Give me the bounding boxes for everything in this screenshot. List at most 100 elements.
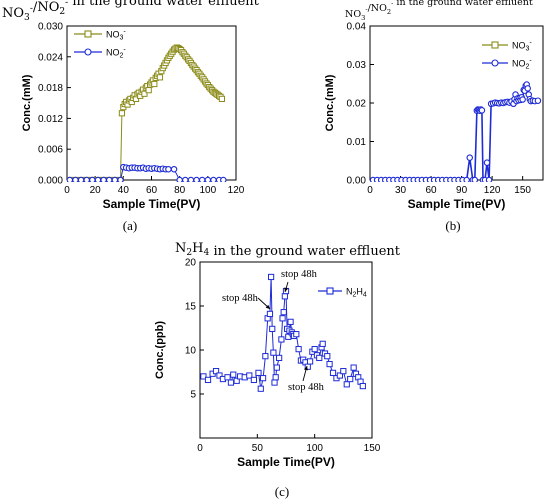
chart-title-a: NO3-/NO2- in the ground water effluent: [2, 0, 260, 23]
y-tick-label-a-2: 0.012: [38, 114, 63, 125]
x-tick-label-a-5: 100: [199, 185, 216, 196]
data-point-a-1-6: [100, 176, 107, 182]
plot-frame-a: [66, 25, 237, 181]
data-point-b-1-32: [478, 107, 486, 114]
x-tick-label-a-2: 40: [118, 185, 130, 196]
data-point-c-0-15: [257, 385, 264, 392]
data-point-c-0-30: [281, 293, 288, 300]
y-tick-label-a-4: 0.024: [38, 52, 63, 63]
annotation-arrowhead-0: [265, 304, 270, 309]
y-tick-label-b-2: 0.02: [347, 99, 367, 110]
data-point-a-1-29: [182, 176, 189, 182]
y-tick-label-a-5: 0.030: [38, 22, 63, 33]
data-point-c-0-47: [311, 346, 318, 353]
data-point-a-1-0: [67, 176, 74, 182]
data-point-c-0-27: [278, 336, 285, 343]
data-point-a-1-31: [193, 176, 200, 182]
data-point-c-0-39: [293, 331, 300, 338]
x-axis-label-b: Sample Time(PV): [408, 197, 506, 211]
data-point-a-0-81: [218, 95, 226, 102]
x-tick-label-a-4: 80: [174, 185, 186, 196]
legend-marker-a-1: [84, 48, 92, 56]
chart-panel-b: NO3-/NO2- in the ground water effluent 0 3…: [324, 0, 544, 233]
data-point-b-1-24: [466, 154, 473, 161]
chart-title-b: NO3-/NO2- in the ground water effluent: [345, 0, 533, 22]
data-point-a-1-34: [210, 176, 217, 182]
data-point-c-0-16: [259, 375, 267, 382]
y-tick-label-b-1: 0.01: [347, 137, 367, 148]
data-point-c-0-57: [336, 372, 343, 379]
x-tick-label-c-0: 0: [197, 443, 203, 454]
y-tick-label-a-1: 0.006: [38, 145, 63, 156]
x-axis-label-c: Sample Time(PV): [237, 455, 335, 469]
x-tick-label-b-3: 90: [456, 185, 468, 196]
y-axis-label-b: Conc.(mM): [324, 74, 336, 131]
x-axis-label-a: Sample Time(PV): [103, 197, 201, 211]
data-point-c-0-3: [212, 368, 220, 375]
data-point-c-0-4: [216, 372, 223, 379]
data-point-b-1-26: [471, 176, 479, 182]
data-point-a-1-4: [89, 176, 96, 182]
legend-label-a-1: NO2-: [106, 47, 126, 60]
y-tick-label-b-4: 0.04: [347, 22, 367, 33]
x-tick-label-b-5: 150: [514, 185, 531, 196]
annotation-arrowhead-2: [304, 366, 308, 371]
annotation-label-1: stop 48h: [281, 269, 318, 280]
data-point-a-1-30: [187, 176, 195, 182]
data-point-a-0-26: [141, 90, 148, 97]
data-point-c-0-1: [204, 376, 212, 384]
data-point-c-0-23: [271, 379, 278, 386]
chart-title-c: N2H4 in the ground water effluent: [175, 241, 401, 259]
data-point-a-1-5: [94, 176, 102, 182]
data-point-c-0-20: [267, 273, 275, 281]
y-axis-label-c: Conc.(ppb): [154, 321, 166, 379]
legend-label-c-0: N2H4: [346, 287, 367, 299]
data-point-c-0-29: [280, 309, 287, 316]
data-point-b-1-35: [483, 159, 491, 166]
data-point-c-0-0: [200, 373, 207, 380]
data-point-c-0-6: [224, 374, 231, 381]
data-point-a-1-8: [111, 176, 119, 182]
y-axis-label-a: Conc.(mM): [21, 74, 33, 131]
x-tick-label-a-3: 60: [146, 185, 158, 196]
data-point-a-0-33: [151, 80, 158, 88]
data-point-c-0-14: [255, 369, 262, 376]
data-point-a-0-37: [156, 74, 164, 81]
data-point-c-0-17: [262, 353, 269, 360]
data-point-a-1-7: [106, 176, 113, 182]
data-point-c-0-61: [350, 364, 357, 371]
legend-marker-a-0: [84, 30, 92, 38]
data-point-c-0-58: [340, 368, 347, 375]
data-point-c-0-19: [266, 310, 274, 318]
panel-caption-b: (b): [445, 218, 460, 233]
data-point-a-1-32: [198, 176, 206, 182]
data-point-a-1-1: [72, 176, 79, 182]
legend-marker-c-0: [326, 287, 334, 295]
y-tick-label-a-3: 0.018: [38, 83, 63, 94]
x-tick-label-b-4: 120: [484, 185, 501, 196]
x-tick-label-b-2: 60: [425, 185, 437, 196]
y-tick-label-b-0: 0.00: [347, 176, 367, 187]
data-point-c-0-55: [329, 369, 337, 376]
y-tick-label-c-2: 15: [185, 302, 197, 313]
data-point-b-1-36: [485, 176, 493, 182]
data-point-a-1-26: [165, 165, 172, 173]
data-point-b-1-57: [519, 96, 526, 103]
x-tick-label-a-6: 120: [228, 185, 245, 196]
data-point-b-1-62: [524, 85, 531, 92]
data-point-c-0-24: [272, 374, 279, 381]
annotation-label-2: stop 48h: [288, 382, 325, 393]
data-point-c-0-25: [273, 364, 280, 371]
x-tick-label-b-1: 30: [395, 185, 407, 196]
chart-panel-a: NO3-/NO2- in the ground water effluent 0 2…: [2, 0, 260, 233]
data-point-a-1-3: [83, 176, 90, 182]
data-point-c-0-22: [270, 349, 277, 356]
x-tick-label-c-3: 150: [364, 443, 381, 454]
x-tick-label-c-2: 100: [306, 443, 323, 454]
y-tick-label-b-3: 0.03: [347, 60, 367, 71]
data-point-c-0-51: [319, 340, 326, 347]
data-point-c-0-13: [250, 376, 257, 384]
legend-marker-b-0: [491, 41, 499, 49]
y-tick-label-c-1: 10: [185, 346, 197, 357]
